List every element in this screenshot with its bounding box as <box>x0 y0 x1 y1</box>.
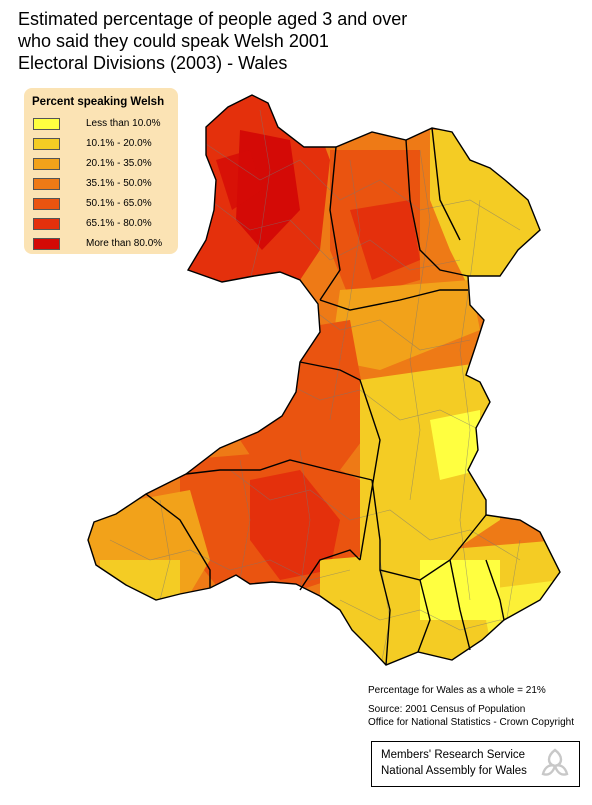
office-note: Office for National Statistics - Crown C… <box>368 717 575 728</box>
legend-item: 65.1% - 80.0% <box>33 218 173 232</box>
legend-item: More than 80.0% <box>33 238 173 252</box>
credit-line-1: Members' Research Service <box>381 749 526 761</box>
legend-label: Less than 10.0% <box>86 118 161 129</box>
legend-label: 10.1% - 20.0% <box>86 138 152 149</box>
map-title: Estimated percentage of people aged 3 an… <box>18 8 407 74</box>
legend-label: 65.1% - 80.0% <box>86 218 152 229</box>
title-line-3: Electoral Divisions (2003) - Wales <box>18 53 288 73</box>
title-line-1: Estimated percentage of people aged 3 an… <box>18 9 408 29</box>
legend-item: 20.1% - 35.0% <box>33 158 173 172</box>
legend-item: 35.1% - 50.0% <box>33 178 173 192</box>
legend-label: More than 80.0% <box>86 238 163 249</box>
legend-swatch <box>33 218 60 230</box>
assembly-logo-icon <box>541 748 569 776</box>
legend-swatch <box>33 158 60 170</box>
legend-title: Percent speaking Welsh <box>32 96 165 108</box>
legend-item: 50.1% - 65.0% <box>33 198 173 212</box>
legend-item: Less than 10.0% <box>33 118 173 132</box>
title-line-2: who said they could speak Welsh 2001 <box>18 31 329 51</box>
legend-swatch <box>33 138 60 150</box>
map-notes: Percentage for Wales as a whole = 21% So… <box>368 684 574 729</box>
source-note: Source: 2001 Census of Population <box>368 704 526 715</box>
wales-whole-note: Percentage for Wales as a whole = 21% <box>368 685 546 696</box>
legend-swatch <box>33 178 60 190</box>
legend-label: 35.1% - 50.0% <box>86 178 152 189</box>
credit-box: Members' Research Service National Assem… <box>371 741 580 787</box>
legend-item: 10.1% - 20.0% <box>33 138 173 152</box>
legend-label: 20.1% - 35.0% <box>86 158 152 169</box>
legend-label: 50.1% - 65.0% <box>86 198 152 209</box>
county-boundaries <box>87 94 561 666</box>
legend-swatch <box>33 118 60 130</box>
credit-line-2: National Assembly for Wales <box>381 765 527 777</box>
legend: Percent speaking Welsh Less than 10.0% 1… <box>24 88 178 254</box>
legend-swatch <box>33 238 60 250</box>
legend-swatch <box>33 198 60 210</box>
